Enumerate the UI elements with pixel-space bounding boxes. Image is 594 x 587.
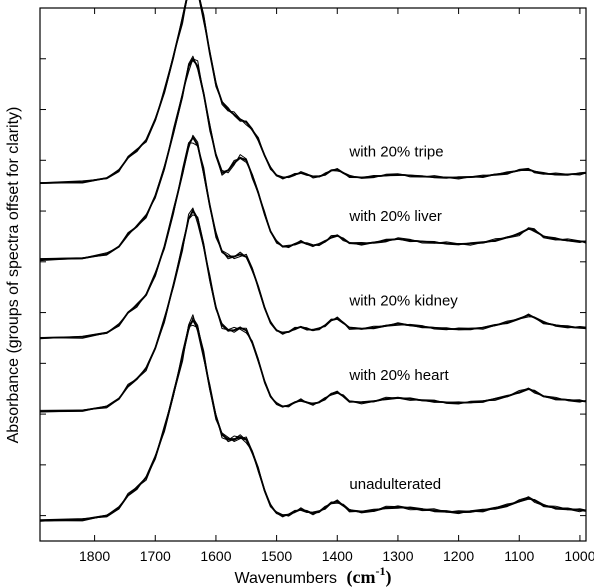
x-tick-label: 1700 <box>140 548 171 564</box>
y-axis-title: Absorbance (groups of spectra offset for… <box>5 107 22 444</box>
y-axis-ticks <box>40 7 586 517</box>
series-label: with 20% heart <box>348 367 449 384</box>
series-line <box>39 319 587 522</box>
x-tick-label: 1400 <box>322 548 353 564</box>
series-group <box>39 55 587 262</box>
x-axis-title-text: Wavenumbers <box>235 570 338 587</box>
series-line <box>39 320 587 522</box>
series-line <box>39 208 587 413</box>
series-lines <box>39 0 587 522</box>
series-line <box>39 207 587 411</box>
series-line <box>39 0 587 184</box>
series-line <box>39 0 586 184</box>
x-axis-ticks: 1800 1700 1600 1500 1400 1300 1200 1100 1000 <box>79 8 594 564</box>
x-tick-label: 1500 <box>261 548 292 564</box>
series-line <box>39 0 587 184</box>
x-tick-label: 1600 <box>200 548 231 564</box>
series-line <box>39 55 587 260</box>
x-axis-unit-exponent: -1 <box>376 564 386 578</box>
series-line <box>39 317 587 522</box>
series-label: with 20% tripe <box>348 143 443 160</box>
x-axis-unit-close: ) <box>386 567 392 587</box>
series-line <box>39 142 587 339</box>
series-line <box>39 0 587 184</box>
x-axis-unit-open: ( <box>347 567 353 587</box>
series-label: unadulterated <box>349 476 441 493</box>
series-label: with 20% liver <box>348 208 442 225</box>
series-line <box>39 60 587 260</box>
series-line <box>39 324 587 522</box>
series-line <box>39 319 587 521</box>
x-tick-label: 1800 <box>79 548 110 564</box>
series-line <box>39 134 587 340</box>
x-tick-label: 1200 <box>443 548 474 564</box>
series-group <box>39 134 587 340</box>
plot-frame <box>39 7 587 542</box>
x-axis-unit: cm <box>353 567 376 587</box>
x-tick-label: 1300 <box>382 548 413 564</box>
series-group <box>39 314 587 522</box>
series-line <box>39 58 587 262</box>
series-line <box>39 314 587 521</box>
series-labels: with 20% tripe with 20% liver with 20% kid… <box>348 143 458 492</box>
series-line <box>39 57 586 261</box>
series-group <box>39 207 587 413</box>
x-tick-label: 1100 <box>504 548 534 564</box>
x-tick-label: 1000 <box>564 548 594 564</box>
series-group <box>39 0 587 184</box>
x-axis-title: Wavenumbers (cm-1) <box>235 564 392 587</box>
series-label: with 20% kidney <box>348 293 458 310</box>
series-line <box>39 214 587 413</box>
